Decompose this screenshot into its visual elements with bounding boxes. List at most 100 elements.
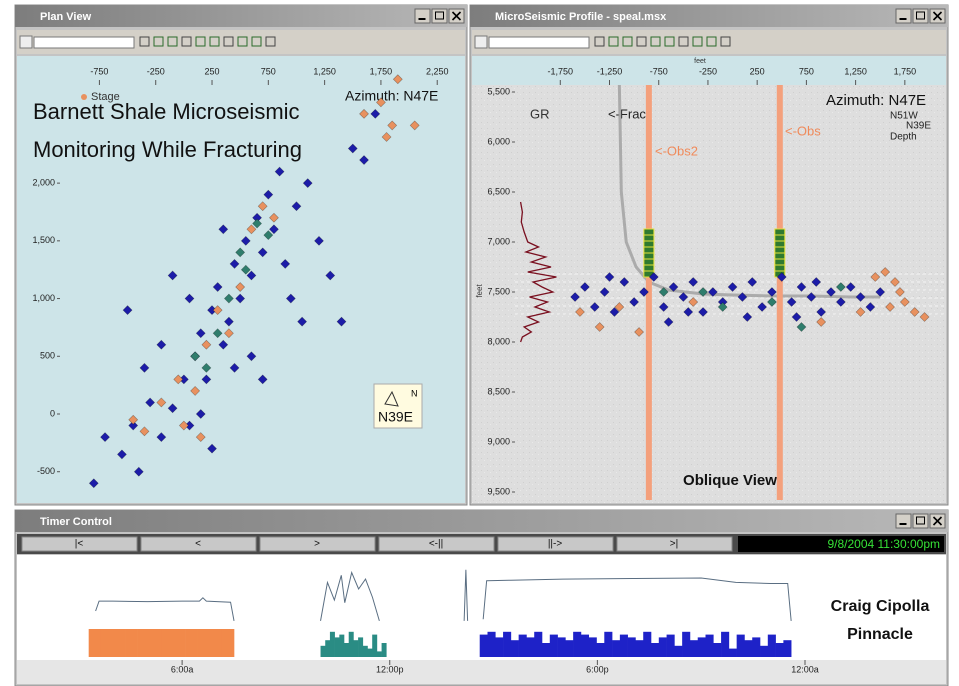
window-button[interactable] bbox=[414, 8, 431, 24]
event-marker bbox=[370, 108, 381, 119]
event-marker bbox=[663, 317, 674, 327]
timer-button[interactable] bbox=[378, 536, 495, 552]
geophone bbox=[643, 234, 655, 242]
event-marker bbox=[269, 212, 279, 223]
event-count-bar bbox=[752, 637, 761, 657]
event-count-bar bbox=[744, 640, 753, 657]
frac-label: <-Frac bbox=[608, 106, 646, 121]
maximize-icon bbox=[435, 11, 444, 20]
geophone bbox=[643, 246, 655, 254]
event-count-bar bbox=[381, 643, 387, 657]
window-button[interactable] bbox=[895, 513, 912, 529]
timer-button[interactable] bbox=[140, 536, 257, 552]
event-marker bbox=[195, 409, 206, 419]
timer-button-label[interactable]: >| bbox=[670, 539, 678, 550]
y-tick-label: 7,000 bbox=[487, 236, 510, 246]
window-button[interactable] bbox=[912, 8, 929, 24]
x-tick-label: 750 bbox=[799, 66, 814, 76]
event-marker bbox=[865, 302, 876, 312]
window-button[interactable] bbox=[895, 8, 912, 24]
event-marker bbox=[274, 166, 285, 177]
tool-icon[interactable] bbox=[265, 36, 276, 47]
tool-icon[interactable] bbox=[251, 36, 262, 47]
event-marker bbox=[269, 224, 279, 235]
zoom-slider[interactable] bbox=[488, 36, 590, 49]
tool-icon[interactable] bbox=[608, 36, 619, 47]
profile-axis-strip bbox=[472, 56, 946, 85]
timer-button[interactable] bbox=[616, 536, 733, 552]
x-tick-label: 1,250 bbox=[313, 66, 336, 76]
event-marker bbox=[88, 478, 99, 489]
tool-icon[interactable] bbox=[636, 36, 647, 47]
event-marker bbox=[122, 305, 133, 316]
legend-swatch bbox=[81, 94, 87, 100]
event-count-bar bbox=[149, 629, 162, 657]
event-marker bbox=[325, 270, 336, 281]
event-marker bbox=[806, 292, 817, 302]
timer-button[interactable] bbox=[21, 536, 138, 552]
event-marker bbox=[376, 97, 386, 108]
event-count-bar bbox=[339, 634, 345, 657]
window-button[interactable] bbox=[431, 8, 448, 24]
tool-icon[interactable] bbox=[167, 36, 178, 47]
geophone bbox=[643, 252, 655, 260]
y-tick-label: 6,000 bbox=[487, 136, 510, 146]
compass-label: N39E bbox=[378, 409, 413, 425]
event-marker bbox=[184, 293, 195, 304]
event-marker bbox=[875, 287, 886, 297]
x-tick-label: 1,750 bbox=[370, 66, 393, 76]
event-count-bar bbox=[534, 631, 543, 657]
timer-button[interactable] bbox=[497, 536, 614, 552]
event-marker bbox=[229, 259, 240, 269]
tool-icon[interactable] bbox=[153, 36, 164, 47]
event-count-bar bbox=[674, 645, 683, 657]
zoom-icon[interactable] bbox=[19, 35, 33, 49]
tool-icon[interactable] bbox=[678, 36, 689, 47]
geophone bbox=[643, 258, 655, 266]
event-count-bar bbox=[320, 645, 326, 657]
event-count-bar bbox=[596, 643, 605, 657]
zoom-icon[interactable] bbox=[474, 35, 488, 49]
tool-icon[interactable] bbox=[692, 36, 703, 47]
tool-icon[interactable] bbox=[622, 36, 633, 47]
event-marker bbox=[409, 120, 420, 131]
y-axis-label: feet bbox=[475, 284, 484, 298]
timer-button-label[interactable]: |< bbox=[75, 539, 84, 550]
window-button[interactable] bbox=[912, 513, 929, 529]
tool-icon[interactable] bbox=[195, 36, 206, 47]
obs-well bbox=[645, 85, 652, 500]
tool-icon[interactable] bbox=[594, 36, 605, 47]
timer-button-label[interactable]: > bbox=[314, 539, 320, 550]
tool-icon[interactable] bbox=[223, 36, 234, 47]
event-count-bar bbox=[542, 643, 551, 657]
tool-icon[interactable] bbox=[664, 36, 675, 47]
event-count-bar bbox=[112, 629, 126, 657]
tool-icon[interactable] bbox=[237, 36, 248, 47]
event-count-bar bbox=[573, 631, 582, 657]
zoom-slider[interactable] bbox=[33, 36, 135, 49]
event-count-bar bbox=[197, 629, 211, 657]
tool-icon[interactable] bbox=[209, 36, 220, 47]
event-count-bar bbox=[221, 629, 235, 657]
timer-button-label[interactable]: ||-> bbox=[548, 539, 563, 550]
timer-button[interactable] bbox=[259, 536, 376, 552]
tool-icon[interactable] bbox=[139, 36, 150, 47]
tool-icon[interactable] bbox=[720, 36, 731, 47]
tool-icon[interactable] bbox=[181, 36, 192, 47]
close-icon bbox=[451, 11, 462, 21]
event-marker bbox=[139, 362, 150, 373]
event-marker bbox=[727, 282, 738, 292]
event-count-bar bbox=[358, 637, 364, 657]
timer-button-label[interactable]: <-|| bbox=[429, 539, 443, 550]
timer-button-label[interactable]: < bbox=[195, 539, 201, 550]
event-marker bbox=[698, 307, 708, 317]
event-marker bbox=[880, 267, 891, 277]
tool-icon[interactable] bbox=[650, 36, 661, 47]
y-tick-label: 0 bbox=[50, 408, 55, 418]
tool-icon[interactable] bbox=[706, 36, 717, 47]
event-marker bbox=[786, 297, 797, 307]
event-marker bbox=[246, 270, 257, 281]
x-tick-label: -250 bbox=[699, 66, 717, 76]
depth-label: Depth bbox=[890, 132, 917, 143]
obs-well bbox=[776, 85, 783, 500]
